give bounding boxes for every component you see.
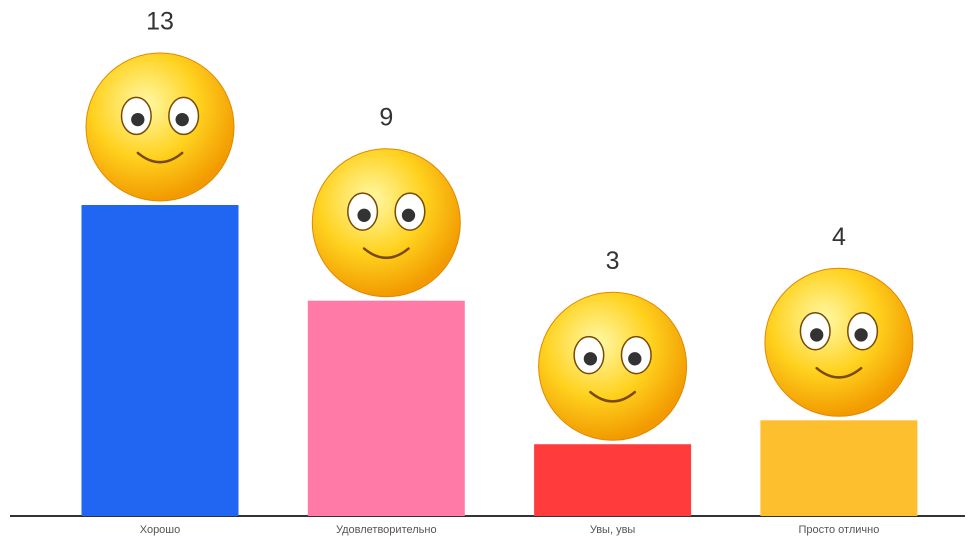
emoji-face — [764, 267, 914, 417]
emoji-face — [311, 148, 461, 298]
emoji-mouth — [136, 151, 184, 164]
category-label: Просто отлично — [798, 524, 879, 536]
emoji — [764, 267, 914, 417]
emoji — [538, 291, 688, 441]
emoji-mouth — [815, 366, 863, 379]
bar — [81, 205, 239, 516]
value-label: 9 — [379, 103, 393, 131]
value-label: 3 — [606, 247, 620, 275]
emoji — [85, 52, 235, 202]
emoji-mouth — [589, 390, 637, 403]
emoji — [311, 148, 461, 298]
bar — [760, 420, 918, 516]
emoji-pupil — [583, 352, 598, 366]
category-label: Увы, увы — [590, 524, 636, 536]
emoji-pupil — [357, 208, 371, 222]
emoji-pupil — [854, 328, 868, 342]
value-label: 13 — [146, 8, 174, 36]
emoji-pupil — [810, 328, 824, 342]
emoji-face — [538, 291, 688, 441]
emoji-pupil — [131, 112, 145, 127]
category-label: Удовлетворительно — [336, 524, 437, 536]
bar — [534, 444, 692, 516]
value-label: 4 — [832, 223, 846, 251]
emoji-face — [85, 52, 235, 202]
bar — [307, 300, 465, 516]
emoji-pupil — [401, 208, 416, 222]
emoji-pupil — [175, 112, 189, 127]
emoji-pupil — [628, 352, 642, 366]
emoji-mouth — [362, 247, 410, 260]
category-label: Хорошо — [140, 524, 181, 536]
